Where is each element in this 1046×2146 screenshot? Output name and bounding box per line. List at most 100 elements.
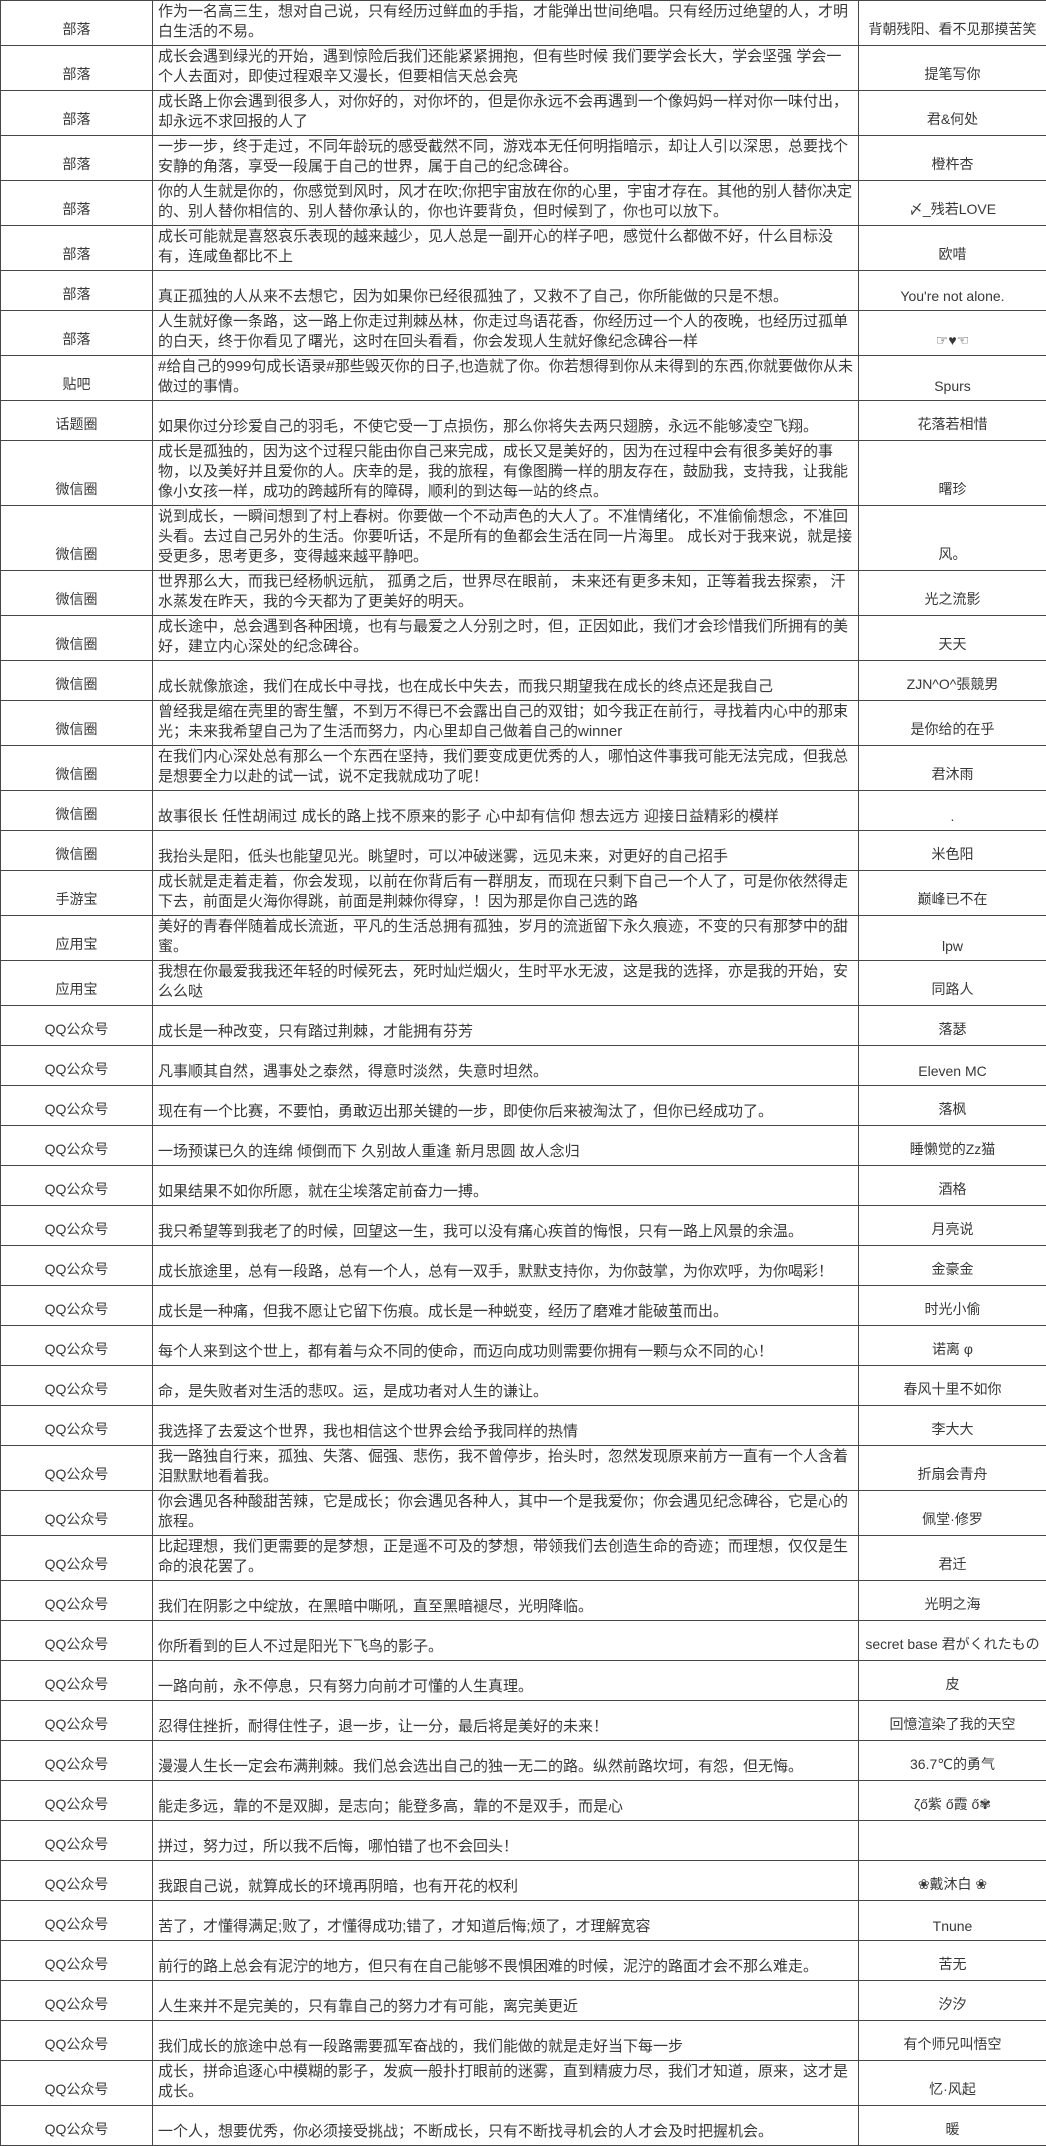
category-cell[interactable]: QQ公众号 — [1, 1286, 153, 1326]
author-cell[interactable]: 是你给的在乎 — [859, 701, 1046, 746]
category-cell[interactable]: QQ公众号 — [1, 2061, 153, 2106]
author-cell[interactable]: Eleven MC — [859, 1046, 1046, 1086]
category-cell[interactable]: 应用宝 — [1, 916, 153, 961]
quote-cell[interactable]: 凡事顺其自然，遇事处之泰然，得意时淡然，失意时坦然。 — [153, 1046, 859, 1086]
quote-cell[interactable]: 真正孤独的人从来不去想它，因为如果你已经很孤独了，又救不了自己，你所能做的只是不… — [153, 271, 859, 311]
author-cell[interactable]: 佩堂·修罗 — [859, 1491, 1046, 1536]
author-cell[interactable]: 背朝残阳、看不见那摸苦笑 — [859, 1, 1046, 46]
category-cell[interactable]: QQ公众号 — [1, 1901, 153, 1941]
quote-cell[interactable]: 前行的路上总会有泥泞的地方，但只有在自己能够不畏惧困难的时候，泥泞的路面才会不那… — [153, 1941, 859, 1981]
author-cell[interactable]: 36.7℃的勇气 — [859, 1741, 1046, 1781]
category-cell[interactable]: 部落 — [1, 181, 153, 226]
quote-cell[interactable]: 如果你过分珍爱自己的羽毛，不使它受一丁点损伤，那么你将失去两只翅膀，永远不能够凌… — [153, 401, 859, 441]
quote-cell[interactable]: 比起理想，我们更需要的是梦想，正是遥不可及的梦想，带领我们去创造生命的奇迹；而理… — [153, 1536, 859, 1581]
quote-cell[interactable]: 在我们内心深处总有那么一个东西在坚持，我们要变成更优秀的人，哪怕这件事我可能无法… — [153, 746, 859, 791]
quote-cell[interactable]: 拼过，努力过，所以我不后悔，哪怕错了也不会回头！ — [153, 1821, 859, 1861]
category-cell[interactable]: QQ公众号 — [1, 1536, 153, 1581]
author-cell[interactable]: 君&何处 — [859, 91, 1046, 136]
quote-cell[interactable]: 能走多远，靠的不是双脚，是志向；能登多高，靠的不是双手，而是心 — [153, 1781, 859, 1821]
author-cell[interactable]: 落枫 — [859, 1086, 1046, 1126]
author-cell[interactable]: 曙珍 — [859, 441, 1046, 506]
author-cell[interactable]: ZJN^O^張競男 — [859, 661, 1046, 701]
author-cell[interactable]: You're not alone. — [859, 271, 1046, 311]
quote-cell[interactable]: 故事很长 任性胡闹过 成长的路上找不原来的影子 心中却有信仰 想去远方 迎接日益… — [153, 791, 859, 831]
author-cell[interactable]: 提笔写你 — [859, 46, 1046, 91]
author-cell[interactable]: 光之流影 — [859, 571, 1046, 616]
author-cell[interactable]: 同路人 — [859, 961, 1046, 1006]
quote-cell[interactable]: 我一路独自行来，孤独、失落、倔强、悲伤，我不曾停步，抬头时，忽然发现原来前方一直… — [153, 1446, 859, 1491]
quote-cell[interactable]: 成长途中，总会遇到各种困境，也有与最爱之人分别之时，但，正因如此，我们才会珍惜我… — [153, 616, 859, 661]
author-cell[interactable]: 巅峰已不在 — [859, 871, 1046, 916]
quote-cell[interactable]: 如果结果不如你所愿，就在尘埃落定前奋力一搏。 — [153, 1166, 859, 1206]
category-cell[interactable]: 微信圈 — [1, 701, 153, 746]
category-cell[interactable]: QQ公众号 — [1, 1781, 153, 1821]
author-cell[interactable]: 有个师兄叫悟空 — [859, 2021, 1046, 2061]
category-cell[interactable]: QQ公众号 — [1, 1366, 153, 1406]
quote-cell[interactable]: 世界那么大，而我已经杨帆远航， 孤勇之后，世界尽在眼前， 未来还有更多未知，正等… — [153, 571, 859, 616]
author-cell[interactable]: 天天 — [859, 616, 1046, 661]
quote-cell[interactable]: 我选择了去爱这个世界，我也相信这个世界会给予我同样的热情 — [153, 1406, 859, 1446]
category-cell[interactable]: QQ公众号 — [1, 1661, 153, 1701]
category-cell[interactable]: 微信圈 — [1, 831, 153, 871]
quote-cell[interactable]: 我们在阴影之中绽放，在黑暗中嘶吼，直至黑暗褪尽，光明降临。 — [153, 1581, 859, 1621]
category-cell[interactable]: QQ公众号 — [1, 1126, 153, 1166]
author-cell[interactable]: 苦无 — [859, 1941, 1046, 1981]
quote-cell[interactable]: 说到成长，一瞬间想到了村上春树。你要做一个不动声色的大人了。不准情绪化，不准偷偷… — [153, 506, 859, 571]
category-cell[interactable]: QQ公众号 — [1, 1446, 153, 1491]
author-cell[interactable]: 春风十里不如你 — [859, 1366, 1046, 1406]
category-cell[interactable]: 微信圈 — [1, 571, 153, 616]
category-cell[interactable]: QQ公众号 — [1, 1086, 153, 1126]
category-cell[interactable]: QQ公众号 — [1, 1206, 153, 1246]
quote-cell[interactable]: 成长旅途里，总有一段路，总有一个人，总有一双手，默默支持你，为你鼓掌，为你欢呼，… — [153, 1246, 859, 1286]
quote-cell[interactable]: 成长是孤独的，因为这个过程只能由你自己来完成，成长又是美好的，因为在过程中会有很… — [153, 441, 859, 506]
quote-cell[interactable]: 人生就好像一条路，这一路上你走过荆棘丛林，你走过鸟语花香，你经历过一个人的夜晚，… — [153, 311, 859, 356]
category-cell[interactable]: 手游宝 — [1, 871, 153, 916]
author-cell[interactable]: 花落若相惜 — [859, 401, 1046, 441]
quote-cell[interactable]: 每个人来到这个世上，都有着与众不同的使命，而迈向成功则需要你拥有一颗与众不同的心… — [153, 1326, 859, 1366]
author-cell[interactable]: 金豪金 — [859, 1246, 1046, 1286]
author-cell[interactable]: 皮 — [859, 1661, 1046, 1701]
category-cell[interactable]: 部落 — [1, 46, 153, 91]
quote-cell[interactable]: 漫漫人生长一定会布满荆棘。我们总会选出自己的独一无二的路。纵然前路坎坷，有怨，但… — [153, 1741, 859, 1781]
author-cell[interactable]: ☞♥☜ — [859, 311, 1046, 356]
quote-cell[interactable]: 我想在你最爱我我还年轻的时候死去，死时灿烂烟火，生时平水无波，这是我的选择，亦是… — [153, 961, 859, 1006]
author-cell[interactable]: secret base 君がくれたもの — [859, 1621, 1046, 1661]
category-cell[interactable]: QQ公众号 — [1, 1741, 153, 1781]
quote-cell[interactable]: 一路向前，永不停息，只有努力向前才可懂的人生真理。 — [153, 1661, 859, 1701]
author-cell[interactable]: 〆_残若LOVE — [859, 181, 1046, 226]
author-cell[interactable]: 回憶渲染了我的天空 — [859, 1701, 1046, 1741]
category-cell[interactable]: QQ公众号 — [1, 1621, 153, 1661]
author-cell[interactable]: 君沐雨 — [859, 746, 1046, 791]
author-cell[interactable]: 橙杵杏 — [859, 136, 1046, 181]
category-cell[interactable]: 微信圈 — [1, 791, 153, 831]
quote-cell[interactable]: 命，是失败者对生活的悲叹。运，是成功者对人生的谦让。 — [153, 1366, 859, 1406]
quote-cell[interactable]: 我只希望等到我老了的时候，回望这一生，我可以没有痛心疾首的悔恨，只有一路上风景的… — [153, 1206, 859, 1246]
author-cell[interactable]: 忆·风起 — [859, 2061, 1046, 2106]
author-cell[interactable]: 米色阳 — [859, 831, 1046, 871]
quote-cell[interactable]: 作为一名高三生，想对自己说，只有经历过鲜血的手指，才能弹出世间绝唱。只有经历过绝… — [153, 1, 859, 46]
quote-cell[interactable]: 现在有一个比赛，不要怕，勇敢迈出那关键的一步，即使你后来被淘汰了，但你已经成功了… — [153, 1086, 859, 1126]
category-cell[interactable]: 微信圈 — [1, 746, 153, 791]
quote-cell[interactable]: 我们成长的旅途中总有一段路需要孤军奋战的，我们能做的就是走好当下每一步 — [153, 2021, 859, 2061]
author-cell[interactable]: Tnune — [859, 1901, 1046, 1941]
author-cell[interactable]: 睡懒觉的Zz猫 — [859, 1126, 1046, 1166]
category-cell[interactable]: QQ公众号 — [1, 1246, 153, 1286]
author-cell[interactable]: ζő紫 ő霞 ő✾ — [859, 1781, 1046, 1821]
author-cell[interactable] — [859, 1821, 1046, 1861]
quote-cell[interactable]: 曾经我是缩在壳里的寄生蟹，不到万不得已不会露出自己的双钳；如今我正在前行，寻找着… — [153, 701, 859, 746]
quote-cell[interactable]: 我抬头是阳，低头也能望见光。眺望时，可以冲破迷雾，远见未来，对更好的自己招手 — [153, 831, 859, 871]
author-cell[interactable]: . — [859, 791, 1046, 831]
author-cell[interactable]: 君迁 — [859, 1536, 1046, 1581]
category-cell[interactable]: 部落 — [1, 91, 153, 136]
category-cell[interactable]: QQ公众号 — [1, 1861, 153, 1901]
author-cell[interactable]: Spurs — [859, 356, 1046, 401]
category-cell[interactable]: 部落 — [1, 1, 153, 46]
category-cell[interactable]: QQ公众号 — [1, 1046, 153, 1086]
author-cell[interactable]: 光明之海 — [859, 1581, 1046, 1621]
category-cell[interactable]: 微信圈 — [1, 616, 153, 661]
category-cell[interactable]: QQ公众号 — [1, 1941, 153, 1981]
category-cell[interactable]: QQ公众号 — [1, 1406, 153, 1446]
quote-cell[interactable]: 你会遇见各种酸甜苦辣，它是成长；你会遇见各种人，其中一个是我爱你；你会遇见纪念碑… — [153, 1491, 859, 1536]
quote-cell[interactable]: 成长就是走着走着，你会发现，以前在你背后有一群朋友，而现在只剩下自己一个人了，可… — [153, 871, 859, 916]
category-cell[interactable]: QQ公众号 — [1, 1006, 153, 1046]
